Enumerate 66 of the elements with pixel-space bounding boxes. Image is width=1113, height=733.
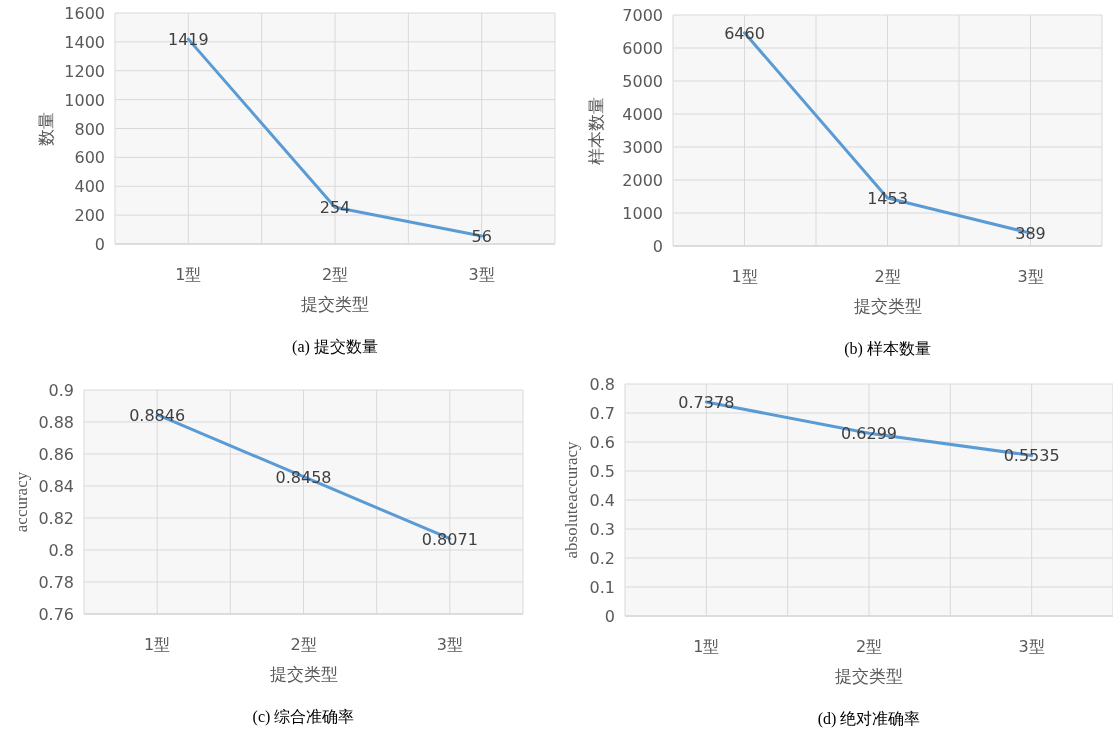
y-tick-label: 1600 [64,4,105,23]
y-tick-label: 200 [74,206,105,226]
x-tick-label: 3型 [468,265,495,284]
y-tick-label: 0 [604,607,615,626]
y-tick-label: 0 [94,235,105,254]
data-label: 56 [471,226,492,246]
data-label: 0.8071 [421,529,478,549]
x-tick-label: 2型 [321,265,349,284]
y-tick-label: 6000 [622,39,663,58]
y-tick-label: 0.5 [589,462,615,481]
data-label: 6460 [724,23,765,43]
x-tick-label: 3型 [436,635,463,654]
y-tick-label: 1400 [64,32,105,52]
x-tick-label: 2型 [874,267,901,286]
y-tick-label: 0.84 [38,477,74,496]
y-tick-label: 0.7 [589,404,615,423]
y-tick-label: 5000 [622,72,663,91]
x-axis-title: 提交类型 [835,666,903,686]
x-tick-label: 2型 [855,637,883,656]
y-tick-label: 0.1 [589,578,615,597]
y-axis-title: 样本数量 [586,96,606,165]
y-tick-label: 0.3 [589,520,615,539]
x-axis-title: 提交类型 [853,296,922,316]
x-tick-label: 3型 [1017,267,1044,286]
x-tick-label: 1型 [144,635,171,654]
y-tick-label: 3000 [622,138,663,157]
data-label: 389 [1015,224,1046,244]
y-tick-label: 0.6 [589,433,615,452]
x-tick-label: 2型 [290,635,317,654]
y-tick-label: 1200 [64,61,105,81]
x-axis-title: 提交类型 [269,664,338,684]
text: (c) 综合准确率 [252,708,355,726]
x-tick-label: 1型 [175,265,202,284]
y-tick-label: 0.76 [38,605,74,624]
y-tick-label: 2000 [622,171,663,190]
y-tick-label: 0.8 [589,375,615,394]
y-tick-label: 0.78 [38,573,74,592]
data-label: 1419 [167,30,209,50]
y-tick-label: 0 [652,237,663,256]
y-tick-label: 0.88 [38,413,74,432]
y-tick-label: 7000 [622,6,663,25]
data-label: 0.7378 [678,393,735,413]
text: (d) 绝对准确率 [817,710,921,728]
y-tick-label: 0.82 [38,509,74,528]
data-label: 0.5535 [1003,446,1060,466]
y-tick-label: 0.2 [589,549,615,568]
data-label: 0.8846 [129,405,186,425]
y-tick-label: 0.86 [38,445,74,464]
y-tick-label: 1000 [622,204,663,223]
x-tick-label: 1型 [731,267,758,286]
text: (a) 提交数量 [292,338,378,356]
y-axis-title: accuracy [12,471,31,533]
y-tick-label: 0.9 [48,381,74,400]
y-axis-title: absoluteaccuracy [562,440,581,559]
y-tick-label: 800 [74,119,105,139]
text: (b) 样本数量 [844,340,931,358]
x-tick-label: 3型 [1018,637,1045,656]
y-tick-label: 400 [74,177,105,197]
y-tick-label: 0.4 [589,491,615,510]
x-tick-label: 1型 [693,637,720,656]
y-tick-label: 0.8 [48,541,74,560]
y-axis-title: 数量 [36,111,56,146]
y-tick-label: 600 [74,148,105,168]
y-tick-label: 1000 [64,90,105,110]
x-axis-title: 提交类型 [301,294,369,314]
y-tick-label: 4000 [622,105,663,124]
